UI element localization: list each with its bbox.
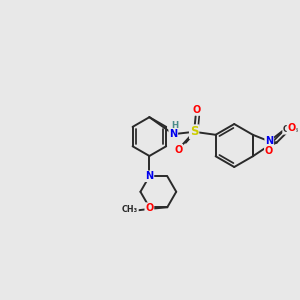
Text: N: N xyxy=(145,171,153,181)
Text: CH₃: CH₃ xyxy=(122,205,138,214)
Text: H: H xyxy=(171,121,178,130)
Text: S: S xyxy=(190,125,198,138)
Text: N: N xyxy=(265,136,273,146)
Text: O: O xyxy=(145,203,154,213)
Text: N: N xyxy=(169,129,177,139)
Text: O: O xyxy=(265,146,273,156)
Text: O: O xyxy=(192,105,200,115)
Text: CH₃: CH₃ xyxy=(283,125,299,134)
Text: O: O xyxy=(287,123,296,133)
Text: O: O xyxy=(174,145,182,155)
